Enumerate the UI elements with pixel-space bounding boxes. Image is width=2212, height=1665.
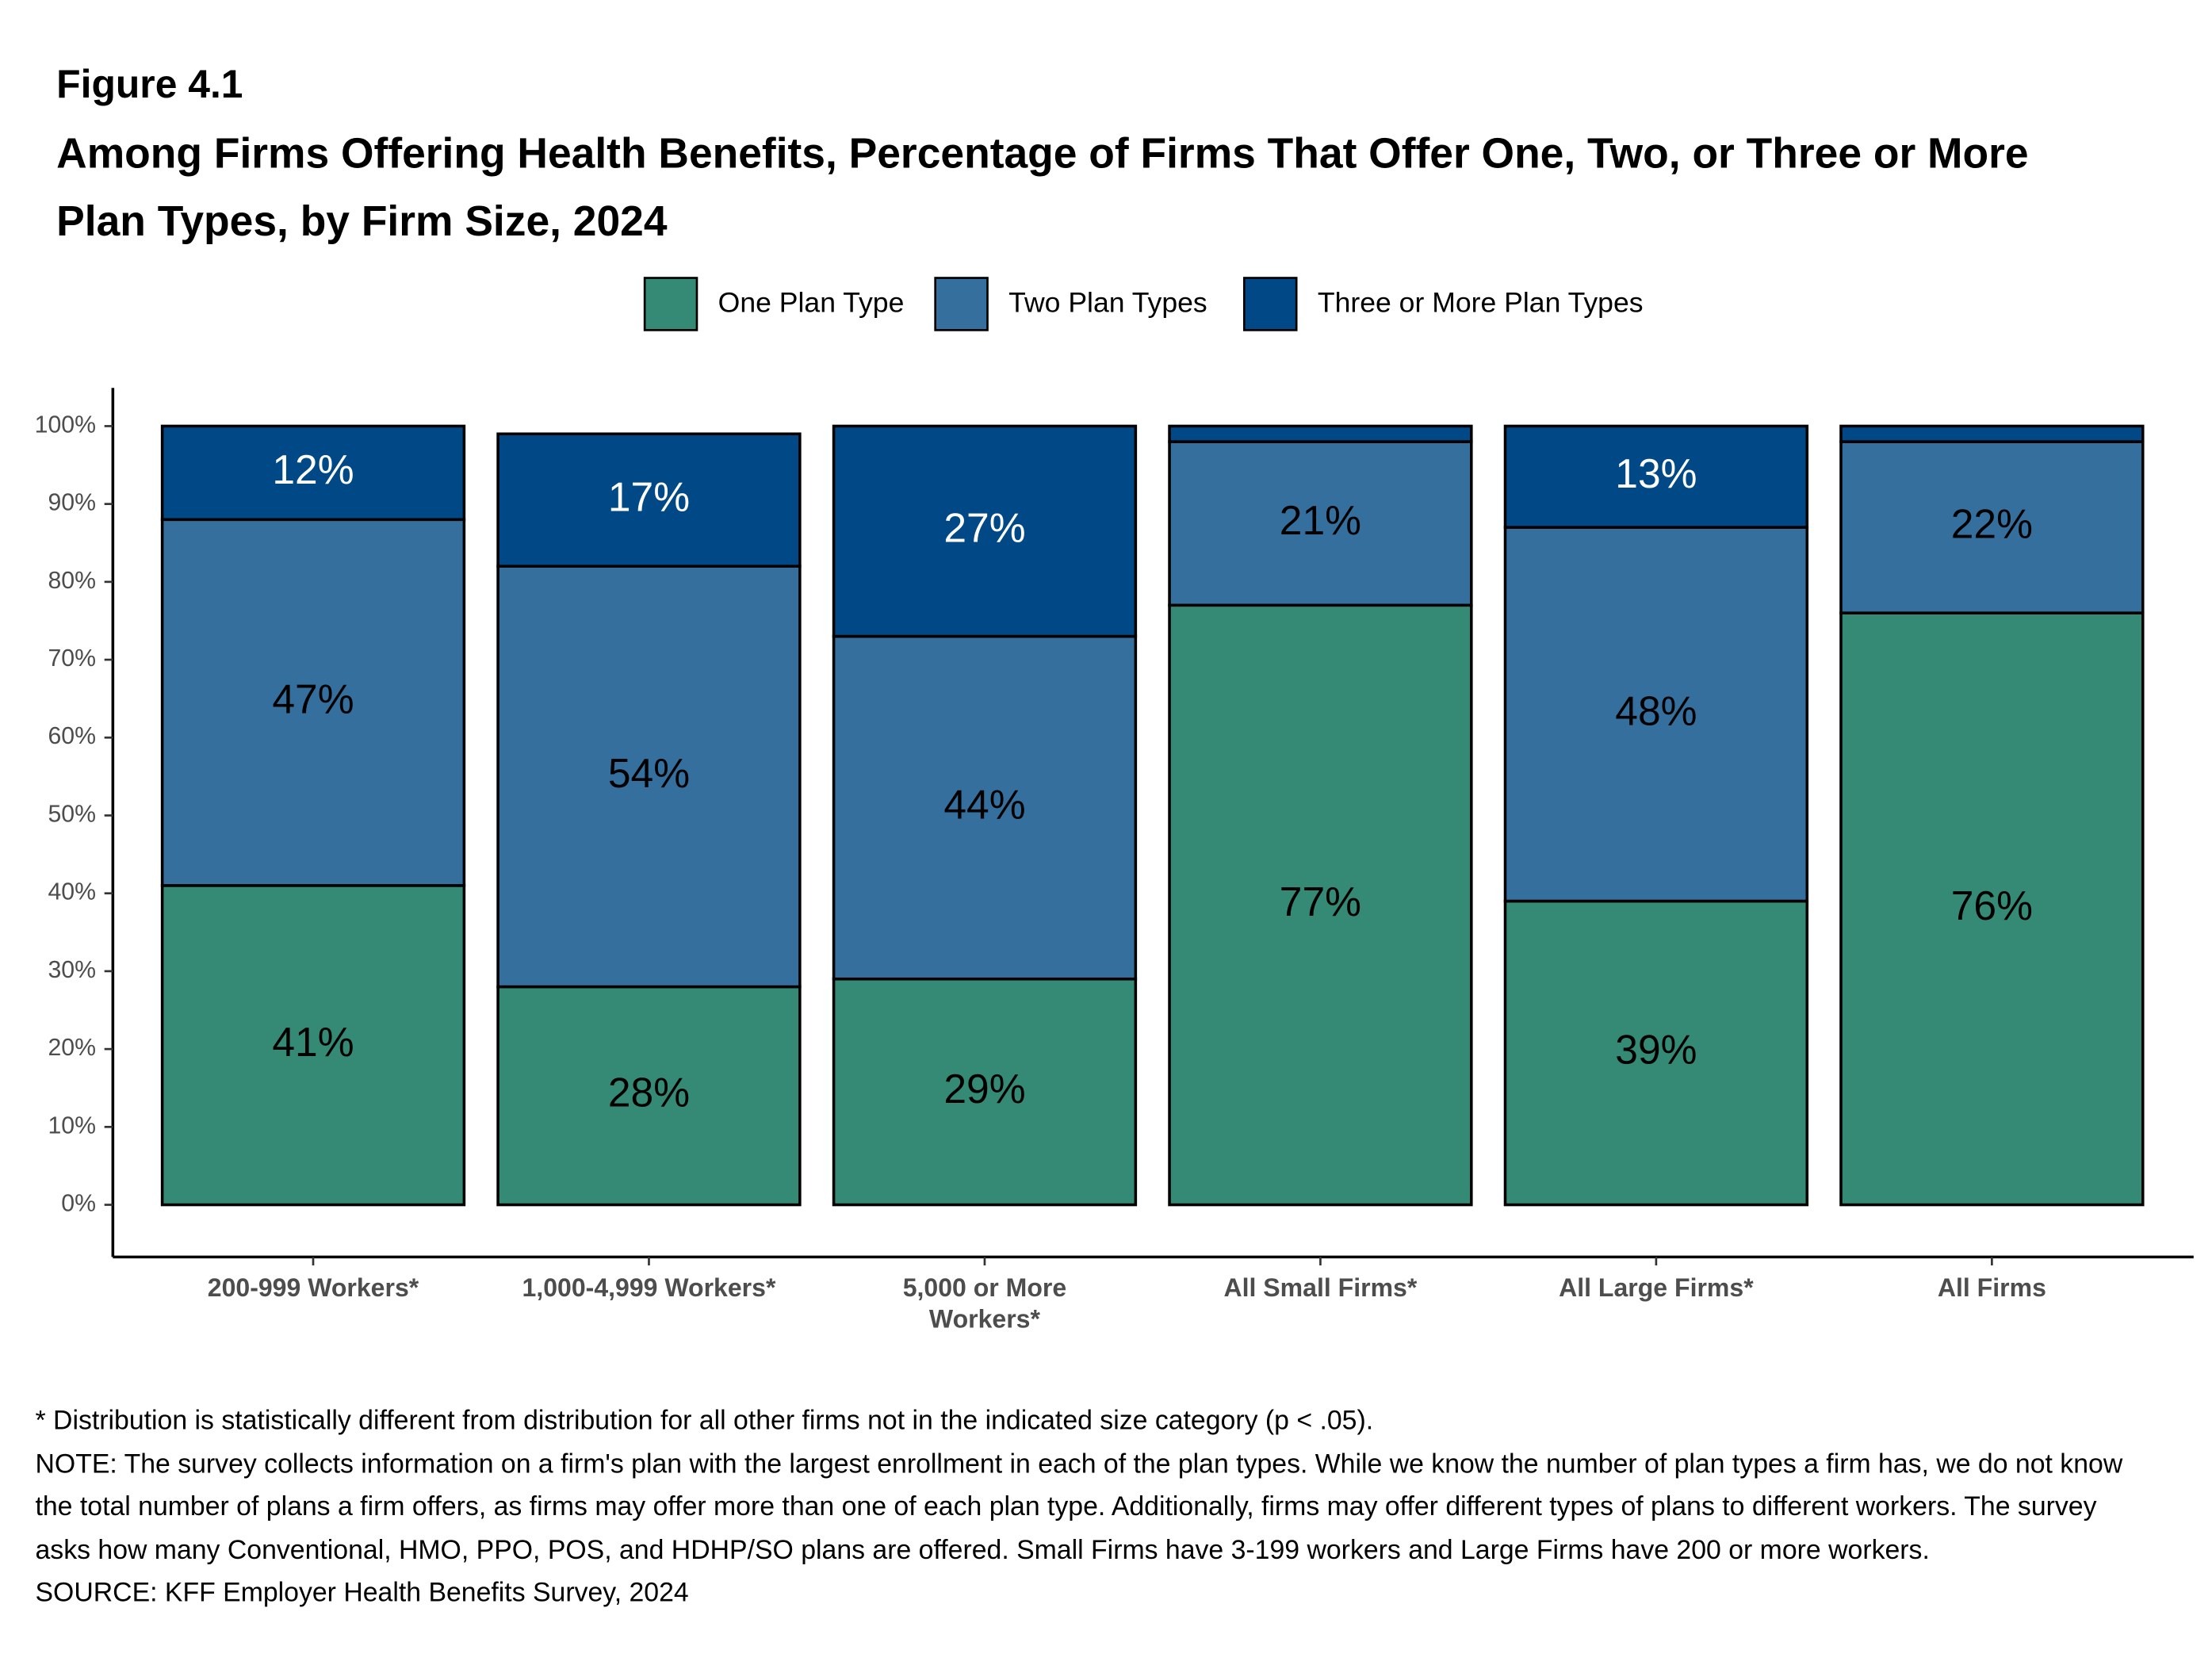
y-tick-label: 80% xyxy=(48,568,96,594)
chart-title: Among Firms Offering Health Benefits, Pe… xyxy=(56,131,2029,246)
y-tick-label: 10% xyxy=(48,1112,96,1139)
data-label: 12% xyxy=(272,446,354,492)
bar-segment xyxy=(496,985,802,1207)
x-tick-label: All Small Firms* xyxy=(1223,1273,1418,1303)
legend-label: One Plan Type xyxy=(718,287,905,319)
x-tick-label: All Firms xyxy=(1937,1273,2046,1303)
data-label: 22% xyxy=(1951,501,2033,547)
data-label: 17% xyxy=(608,473,690,519)
x-tick-label: All Large Firms* xyxy=(1559,1273,1754,1303)
data-label: 76% xyxy=(1951,882,2033,928)
data-label: 29% xyxy=(943,1066,1025,1112)
figure-label: Figure 4.1 xyxy=(56,62,243,106)
legend-label: Two Plan Types xyxy=(1008,287,1207,319)
data-label: 21% xyxy=(1280,497,1361,543)
note: SOURCE: KFF Employer Health Benefits Sur… xyxy=(35,1579,689,1609)
legend-swatch xyxy=(934,277,989,331)
x-tick-label: 200-999 Workers* xyxy=(207,1273,419,1303)
y-tick-label: 30% xyxy=(48,957,96,983)
notes: * Distribution is statistically differen… xyxy=(35,1401,2137,1616)
x-tick-label: 5,000 or More Workers* xyxy=(902,1273,1067,1334)
data-label: 48% xyxy=(1615,687,1697,733)
y-tick-label: 40% xyxy=(48,879,96,905)
bar-segment xyxy=(1503,424,1809,529)
data-label: 54% xyxy=(608,750,690,796)
y-tick-label: 90% xyxy=(48,490,96,516)
note: * Distribution is statistically differen… xyxy=(35,1406,1374,1437)
bar-segment xyxy=(1503,899,1809,1207)
y-tick-label: 0% xyxy=(61,1191,96,1217)
bar-segment xyxy=(496,432,802,568)
y-tick-label: 50% xyxy=(48,801,96,827)
bar-segment xyxy=(1839,611,2145,1207)
bar-segment xyxy=(496,565,802,989)
y-tick-label: 60% xyxy=(48,723,96,749)
bar-segment xyxy=(1168,440,1473,607)
data-label: 39% xyxy=(1615,1027,1697,1073)
bar-segment xyxy=(832,424,1138,638)
bar-segment xyxy=(1503,526,1809,903)
bar-segment xyxy=(832,634,1138,981)
bar-segment xyxy=(832,977,1138,1207)
data-label: 47% xyxy=(272,676,354,722)
y-tick-label: 100% xyxy=(35,411,96,438)
y-tick-label: 20% xyxy=(48,1035,96,1061)
x-tick-label: 1,000-4,999 Workers* xyxy=(522,1273,776,1303)
legend-label: Three or More Plan Types xyxy=(1318,287,1644,319)
data-label: 77% xyxy=(1280,878,1361,924)
data-label: 41% xyxy=(272,1019,354,1065)
note: NOTE: The survey collects information on… xyxy=(35,1449,2123,1566)
legend-swatch xyxy=(643,277,698,331)
bar-segment xyxy=(1839,440,2145,614)
legend-swatch xyxy=(1243,277,1298,331)
chart: 0% 10% 20% 30% 40% 50% 60% 70% 80% 90% 100% One Pla… xyxy=(35,277,2194,1266)
bar-segment xyxy=(160,518,466,887)
data-label: 28% xyxy=(608,1070,690,1116)
bar-segment xyxy=(160,884,466,1207)
data-label: 27% xyxy=(943,505,1025,551)
data-label: 44% xyxy=(943,781,1025,827)
bar-segment xyxy=(1168,424,1473,443)
bar-segment xyxy=(1839,424,2145,443)
y-tick-label: 70% xyxy=(48,645,96,672)
data-label: 13% xyxy=(1615,450,1697,496)
bar-segment xyxy=(160,424,466,522)
bar-segment xyxy=(1168,603,1473,1207)
